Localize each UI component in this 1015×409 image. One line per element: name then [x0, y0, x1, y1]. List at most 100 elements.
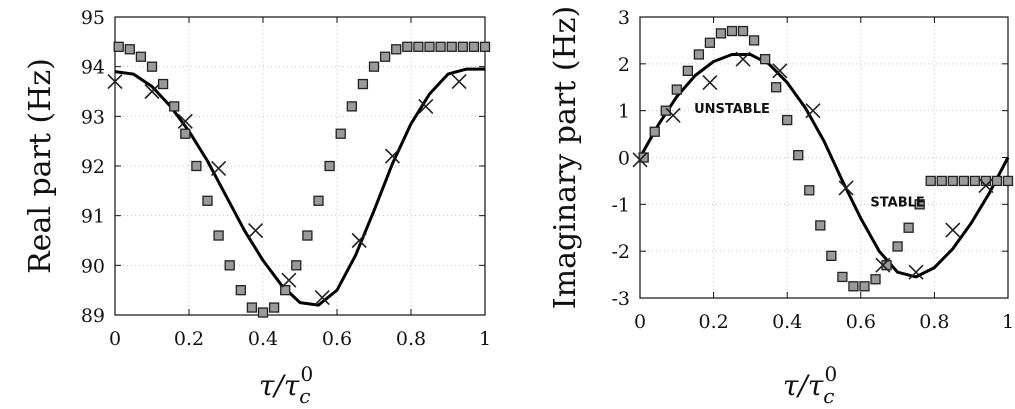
square-marker: [759, 54, 771, 65]
square-marker: [435, 41, 446, 52]
x-tick-label: 0.2: [698, 311, 728, 333]
x-tick-label: 0: [109, 328, 121, 350]
square-marker: [848, 281, 859, 292]
square-marker: [191, 160, 202, 172]
y-axis-label: Imaginary part (Hz): [548, 6, 583, 309]
square-marker: [180, 128, 191, 139]
square-marker: [468, 41, 480, 52]
x-marker: [144, 83, 160, 100]
annotation-stable: STABLE: [870, 196, 924, 211]
square-marker: [980, 175, 992, 187]
y-tick-label: 95: [81, 7, 105, 29]
x-marker: [211, 160, 227, 177]
y-tick-label: 3: [618, 7, 630, 29]
square-marker: [346, 101, 357, 112]
square-marker: [357, 78, 369, 90]
x-marker: [805, 103, 821, 119]
square-marker: [302, 230, 313, 241]
x-marker: [665, 107, 681, 123]
x-marker: [702, 75, 718, 91]
square-marker: [947, 175, 958, 187]
y-tick-label: 2: [618, 54, 630, 76]
square-marker: [157, 78, 169, 90]
square-marker: [268, 302, 280, 313]
square-marker: [479, 41, 491, 52]
square-marker: [704, 37, 716, 48]
square-marker: [859, 281, 870, 292]
y-tick-label: 0: [618, 148, 630, 170]
x-marker: [978, 178, 994, 194]
square-marker: [748, 35, 760, 46]
square-marker: [660, 105, 671, 116]
x-marker: [314, 290, 330, 306]
x-tick-label: 0.8: [396, 328, 426, 350]
x-tick-label: 0.4: [248, 328, 278, 350]
square-marker: [804, 185, 815, 196]
square-marker: [870, 274, 881, 285]
square-marker: [291, 260, 302, 271]
y-tick-label: -3: [611, 288, 630, 310]
x-tick-label: 0.6: [322, 328, 352, 350]
x-marker: [945, 222, 961, 238]
x-marker: [735, 51, 751, 67]
y-tick-label: 94: [81, 57, 105, 79]
x-marker: [248, 223, 264, 239]
x-marker: [632, 152, 648, 168]
square-marker: [391, 44, 402, 55]
square-marker: [379, 51, 391, 62]
x-marker: [908, 264, 924, 280]
square-marker: [682, 65, 693, 77]
square-marker: [815, 220, 826, 231]
x-marker: [107, 74, 123, 90]
real-chart: 0 0.2 0.4 0.6 0.8 1 89 90 91 92 93 94 95 Real part (H…: [23, 7, 491, 408]
x-marker: [875, 257, 891, 273]
x-marker: [451, 74, 467, 90]
square-marker: [793, 150, 804, 161]
square-marker: [925, 175, 936, 187]
y-tick-label: -2: [611, 241, 630, 263]
square-marker: [124, 44, 135, 55]
square-marker: [368, 61, 380, 72]
square-marker: [246, 302, 258, 313]
x-tick-label: 1: [479, 328, 491, 350]
square-marker: [903, 222, 914, 233]
square-marker: [202, 195, 213, 206]
model-curve: [638, 53, 1010, 279]
square-marker: [335, 128, 346, 139]
square-marker: [837, 271, 848, 283]
square-marker: [737, 25, 749, 37]
x-marker: [838, 180, 854, 196]
y-tick-label: 91: [81, 206, 105, 228]
square-marker: [892, 241, 903, 252]
x-marker: [418, 98, 434, 114]
x-tick-label: 0.2: [174, 328, 204, 350]
x-marker: [281, 272, 297, 288]
square-marker: [1002, 175, 1014, 187]
square-marker: [224, 260, 235, 271]
y-tick-label: -1: [611, 194, 630, 216]
square-marker: [649, 126, 660, 137]
square-marker: [402, 41, 413, 52]
square-marker: [146, 61, 158, 72]
x-marker: [772, 63, 788, 79]
square-marker: [914, 199, 925, 210]
y-axis-label: Real part (Hz): [23, 58, 58, 274]
square-marker: [936, 175, 947, 187]
square-marker: [235, 285, 246, 296]
square-marker: [991, 175, 1003, 187]
y-tick-label: 1: [618, 101, 630, 123]
square-marker: [969, 175, 981, 187]
x-marker: [177, 113, 193, 129]
x-tick-label: 1: [1002, 311, 1014, 333]
square-marker: [638, 152, 649, 163]
square-marker: [135, 51, 147, 62]
square-marker: [313, 195, 324, 206]
square-marker: [671, 84, 682, 95]
y-tick-label: 92: [81, 156, 105, 178]
x-axis-label: τ/τc0: [783, 362, 837, 408]
square-marker: [169, 101, 180, 112]
square-marker: [715, 28, 727, 39]
square-marker: [958, 175, 969, 187]
x-tick-label: 0: [634, 311, 646, 333]
